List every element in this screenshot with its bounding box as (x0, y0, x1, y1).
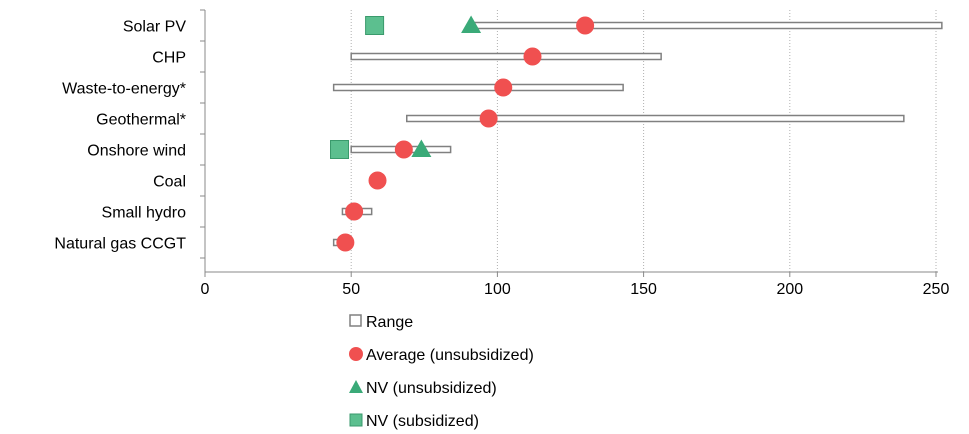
x-tick-label-100: 100 (484, 281, 511, 298)
category-label-onshore-wind: Onshore wind (87, 143, 186, 160)
legend-swatch-circle (349, 347, 363, 361)
axes (200, 10, 938, 277)
legend: Range Average (unsubsidized) NV (unsubsidi… (349, 314, 534, 430)
range-bar-solar-pv (474, 23, 942, 29)
legend-swatch-triangle (349, 380, 363, 393)
x-tick-label-250: 250 (923, 281, 950, 298)
legend-label: NV (subsidized) (366, 413, 479, 430)
range-bars (334, 23, 942, 246)
average-unsubsidized-marker-onshore-wind (395, 141, 413, 159)
legend-label: Average (unsubsidized) (366, 347, 534, 364)
average-unsubsidized-marker-natural-gas-ccgt (336, 234, 354, 252)
x-tick-label-200: 200 (776, 281, 803, 298)
average-unsubsidized-marker-coal (369, 172, 387, 190)
x-tick-labels: 0 50 100 150 200 250 (201, 281, 950, 298)
legend-item-nv-subsidized: NV (subsidized) (350, 413, 479, 430)
average-unsubsidized-marker-waste-to-energy (494, 79, 512, 97)
category-label-chp: CHP (152, 50, 186, 67)
grid-lines (351, 10, 936, 272)
markers (331, 16, 595, 252)
category-labels: Solar PV CHP Waste-to-energy* Geothermal* On… (54, 19, 186, 253)
average-unsubsidized-marker-geothermal (480, 110, 498, 128)
average-unsubsidized-marker-small-hydro (345, 203, 363, 221)
legend-label: NV (unsubsidized) (366, 380, 497, 397)
legend-item-nv-unsubsidized: NV (unsubsidized) (349, 380, 497, 397)
legend-item-average-unsubsidized: Average (unsubsidized) (349, 347, 534, 364)
range-bar-waste-to-energy (334, 85, 623, 91)
category-label-natural-gas-ccgt: Natural gas CCGT (54, 236, 186, 253)
nv-subsidized-marker-onshore-wind (331, 141, 349, 159)
category-label-coal: Coal (153, 174, 186, 191)
nv-subsidized-marker-solar-pv (366, 17, 384, 35)
legend-label: Range (366, 314, 413, 331)
range-bar-chp (351, 54, 661, 60)
legend-item-range: Range (350, 314, 413, 331)
category-label-solar-pv: Solar PV (123, 19, 186, 36)
x-tick-label-150: 150 (630, 281, 657, 298)
average-unsubsidized-marker-chp (523, 48, 541, 66)
average-unsubsidized-marker-solar-pv (576, 17, 594, 35)
legend-swatch-square (350, 414, 362, 426)
x-tick-label-50: 50 (342, 281, 360, 298)
category-label-waste-to-energy: Waste-to-energy* (62, 81, 186, 98)
legend-swatch-range (350, 315, 361, 326)
category-label-geothermal: Geothermal* (96, 112, 186, 129)
x-tick-label-0: 0 (201, 281, 210, 298)
category-label-small-hydro: Small hydro (102, 205, 187, 222)
